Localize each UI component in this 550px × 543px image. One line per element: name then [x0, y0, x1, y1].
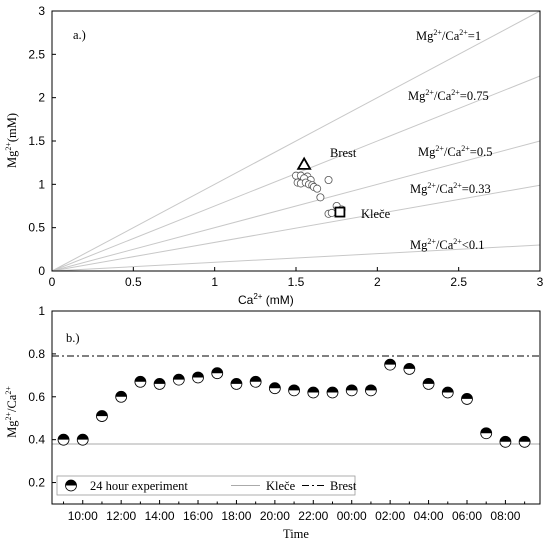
panel-a-ylabel: Mg2+(mM)	[4, 113, 19, 168]
ratio-label-1: Mg2+/Ca2+=1	[416, 28, 481, 43]
panel-a-xtick-label: 0.5	[125, 275, 142, 289]
panel-b-xtick-label: 02:00	[375, 509, 405, 523]
panel-b-xtick-label: 12:00	[106, 509, 136, 523]
experiment-point	[172, 373, 185, 386]
panel-a-ytick-label: 1.5	[28, 134, 45, 148]
panel-b-ytick-label: 0.6	[28, 390, 45, 404]
panel-b-frame	[51, 310, 541, 505]
ratio-line-2	[51, 140, 541, 272]
sample-point	[316, 193, 325, 202]
ratio-label-0-5: Mg2+/Ca2+=0.5	[418, 144, 492, 159]
experiment-point	[192, 371, 204, 384]
panel-a-frame	[51, 10, 541, 272]
panel-b-xtick-label: 10:00	[68, 509, 98, 523]
panel-b-xtick-label: 08:00	[490, 509, 520, 523]
annotation-brest: Brest	[330, 146, 357, 160]
experiment-point	[384, 358, 397, 371]
experiment-point	[422, 378, 435, 390]
panel-a-xtick-label: 1	[211, 275, 218, 289]
panel-a-ticks: 0 0.5 1 1.5 2 2.5 3 0 0.5 1 1.5 2 2.5 3	[28, 4, 543, 289]
experiment-point	[480, 427, 493, 440]
panel-a-ytick-label: 0	[38, 264, 45, 278]
annotation-klece: Kleče	[361, 207, 391, 221]
panel-b-xlabel: Time	[283, 527, 309, 541]
panel-a-xtick-label: 2	[374, 275, 381, 289]
experiment-point	[518, 435, 531, 448]
panel-a-xtick-label: 0	[49, 275, 56, 289]
panel-a-ytick-label: 2.5	[28, 47, 45, 61]
panel-b-ytick-label: 1	[38, 304, 45, 318]
experiment-point	[499, 435, 512, 448]
panel-b-xtick-label: 04:00	[414, 509, 444, 523]
panel-a-label: a.)	[73, 28, 86, 42]
ratio-label-0-33: Mg2+/Ca2+=0.33	[410, 181, 491, 196]
ratio-lines	[51, 10, 541, 272]
experiment-point	[307, 386, 320, 399]
experiment-point	[461, 393, 473, 405]
panel-b-ytick-label: 0.2	[28, 476, 45, 490]
ratio-line-4	[51, 244, 541, 272]
brest-point	[296, 156, 312, 170]
experiment-point	[115, 390, 128, 403]
experiment-point	[345, 384, 358, 397]
experiment-point	[365, 384, 377, 397]
reference-lines	[52, 355, 540, 445]
panel-a-ytick-label: 2	[38, 91, 45, 105]
experiment-point	[153, 378, 166, 390]
experiment-point	[57, 433, 70, 446]
panel-b: 0.2 0.4 0.6 0.8 1 10:00 12:00 14:00 16:00 18:00 20…	[4, 304, 541, 541]
panel-b-xtick-label: 20:00	[260, 509, 290, 523]
ratio-line-3	[51, 184, 541, 272]
panel-b-ylabel: Mg2+/Ca2+	[4, 386, 19, 438]
klece-point	[334, 206, 346, 218]
experiment-point	[326, 386, 339, 399]
panel-b-xtick-label: 06:00	[452, 509, 482, 523]
panel-a-xlabel: Ca2+ (mM)	[238, 292, 294, 307]
experiment-point	[134, 375, 147, 388]
panel-a-ytick-label: 1	[38, 177, 45, 191]
ratio-label-0-75: Mg2+/Ca2+=0.75	[408, 88, 489, 103]
legend-box	[56, 475, 356, 496]
sample-point	[313, 184, 322, 193]
experiment-point	[288, 384, 300, 397]
panel-b-xtick-label: 14:00	[145, 509, 175, 523]
experiment-point	[249, 375, 262, 388]
ratio-line-0	[51, 10, 541, 272]
panel-a-xtick-label: 1.5	[288, 275, 305, 289]
experiment-point	[403, 362, 416, 375]
panel-a-xtick-label: 2.5	[450, 275, 467, 289]
panel-b-xtick-label: 18:00	[221, 509, 251, 523]
experiment-point	[96, 410, 108, 422]
experiment-point	[268, 382, 281, 395]
ratio-label-0-1: Mg2+/Ca2+<0.1	[410, 237, 484, 252]
sample-point	[324, 175, 333, 184]
panel-a-ytick-label: 3	[38, 4, 45, 18]
panel-a-xtick-label: 3	[537, 275, 544, 289]
panel-a-points	[291, 156, 346, 218]
legend-marker-experiment	[65, 479, 77, 492]
panel-b-points	[57, 358, 531, 448]
panel-b-ytick-label: 0.8	[28, 347, 45, 361]
legend-label-klece: Kleče	[266, 479, 296, 493]
panel-a: 0 0.5 1 1.5 2 2.5 3 0 0.5 1 1.5 2 2.5 3 a.) Mg2+/Ca2+…	[4, 4, 544, 307]
panel-b-xtick-label: 00:00	[337, 509, 367, 523]
experiment-point	[211, 367, 224, 380]
experiment-point	[230, 378, 243, 390]
panel-b-xtick-label: 16:00	[183, 509, 213, 523]
experiment-point	[76, 433, 89, 446]
panel-a-ytick-label: 0.5	[28, 221, 45, 235]
legend-label-brest: Brest	[330, 479, 357, 493]
panel-b-xtick-label: 22:00	[298, 509, 328, 523]
panel-b-ytick-label: 0.4	[28, 433, 45, 447]
experiment-point	[441, 386, 454, 399]
legend: 24 hour experiment Kleče Brest	[56, 475, 357, 496]
sample-point	[327, 208, 336, 217]
panel-b-ticks: 0.2 0.4 0.6 0.8 1 10:00 12:00 14:00 16:00 18:00 20…	[28, 304, 526, 523]
legend-label-experiment: 24 hour experiment	[90, 479, 188, 493]
panel-b-label: b.)	[66, 331, 80, 345]
